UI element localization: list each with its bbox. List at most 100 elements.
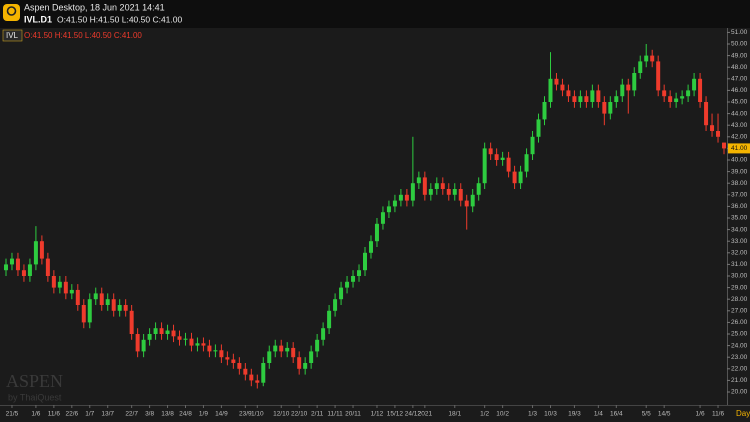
x-tick-label: 5/5 [642, 411, 651, 418]
candle-body [668, 96, 673, 102]
y-tick-label: 46.00 [731, 87, 748, 94]
y-tick-label: 48.00 [731, 64, 748, 71]
candle-body [518, 171, 523, 184]
candle-body [674, 98, 679, 102]
candle-body [57, 281, 62, 288]
candle-body [530, 136, 535, 155]
candle-body [135, 334, 140, 352]
candle-body [345, 281, 350, 288]
y-tick-label: 28.00 [731, 296, 748, 303]
x-tick-label: 1/7 [85, 411, 94, 418]
candle-body [500, 157, 505, 160]
chart-quote: O:41.50 H:41.50 L:40.50 C:41.00 [24, 31, 142, 40]
candle-body [255, 380, 260, 383]
y-tick-label: 36.00 [731, 203, 748, 210]
x-tick-label: 20/11 [345, 411, 361, 418]
candle-body [596, 90, 601, 102]
x-tick-label: 14/9 [215, 411, 228, 418]
candle-body [165, 330, 170, 334]
candle-body [201, 343, 206, 346]
period-label[interactable]: Day [736, 409, 750, 418]
candle-body [716, 131, 721, 137]
y-tick-label: 39.00 [731, 168, 748, 175]
x-tick-label: 10/2 [496, 411, 509, 418]
candle-body [3, 264, 8, 271]
candle-body [297, 357, 302, 369]
candle-body [698, 78, 703, 102]
candle-body [416, 177, 421, 184]
x-tick-label: 1/9 [199, 411, 208, 418]
candle-body [452, 189, 457, 195]
candle-body [225, 357, 230, 360]
candle-body [566, 90, 571, 97]
candle-body [351, 276, 356, 282]
y-tick-label: 23.00 [731, 354, 748, 361]
y-tick-label: 43.00 [731, 122, 748, 129]
candle-body [482, 148, 487, 184]
candle-body [590, 90, 595, 102]
candle-body [147, 334, 152, 340]
candle-body [578, 96, 583, 102]
candle-body [368, 241, 373, 253]
candle-body [404, 194, 409, 201]
candle-body [650, 55, 655, 62]
candle-body [99, 293, 104, 305]
candle-body [602, 102, 607, 114]
candle-body [638, 61, 643, 73]
app-logo[interactable] [3, 4, 20, 21]
candle-body [117, 305, 122, 311]
candle-body [195, 343, 200, 346]
candle-body [386, 206, 391, 213]
x-tick-label: 11/11 [327, 411, 343, 418]
candle-body [494, 154, 499, 160]
candle-body [440, 183, 445, 189]
y-tick-label: 40.00 [731, 157, 748, 164]
candle-body [189, 338, 194, 346]
candle-body [662, 90, 667, 97]
candle-body [614, 96, 619, 102]
candle-body [357, 270, 362, 276]
y-tick-label: 31.00 [731, 261, 748, 268]
x-tick-label: 2021 [418, 411, 433, 418]
candle-body [159, 328, 164, 334]
candle-body [249, 374, 254, 381]
y-tick-label: 33.00 [731, 238, 748, 245]
chart-symbol: IVL [6, 31, 19, 40]
x-tick-label: 12/10 [273, 411, 290, 418]
candle-body [63, 281, 68, 294]
symbol-badge[interactable] [2, 29, 23, 42]
candle-body [291, 347, 296, 358]
candle-body [656, 61, 661, 91]
y-tick-label: 38.00 [731, 180, 748, 187]
x-tick-label: 23/9 [239, 411, 252, 418]
candle-body [87, 299, 92, 323]
candle-body [608, 102, 613, 114]
x-tick-label: 1/12 [371, 411, 384, 418]
x-tick-label: 15/12 [387, 411, 404, 418]
watermark: ASPEN [6, 371, 63, 391]
x-tick-label: 1/10 [251, 411, 264, 418]
x-tick-label: 13/7 [101, 411, 114, 418]
candle-body [476, 183, 481, 195]
last-price-label: 41.00 [731, 145, 748, 152]
candle-body [464, 200, 469, 207]
candle-body [722, 142, 727, 149]
candle-body [548, 78, 553, 102]
candle-body [632, 73, 637, 91]
candle-body [572, 96, 577, 102]
x-tick-label: 13/8 [161, 411, 174, 418]
x-tick-label: 11/6 [712, 411, 725, 418]
candle-body [333, 299, 338, 311]
y-tick-label: 21.00 [731, 377, 748, 384]
candle-body [398, 194, 403, 201]
candle-body [39, 241, 44, 259]
y-tick-label: 29.00 [731, 284, 748, 291]
candle-body [321, 328, 326, 340]
candle-body [123, 305, 128, 311]
candle-body [9, 258, 14, 265]
last-price-tag [728, 143, 750, 154]
candle-body [363, 252, 367, 271]
candle-body [680, 96, 685, 99]
candle-body [273, 345, 278, 352]
